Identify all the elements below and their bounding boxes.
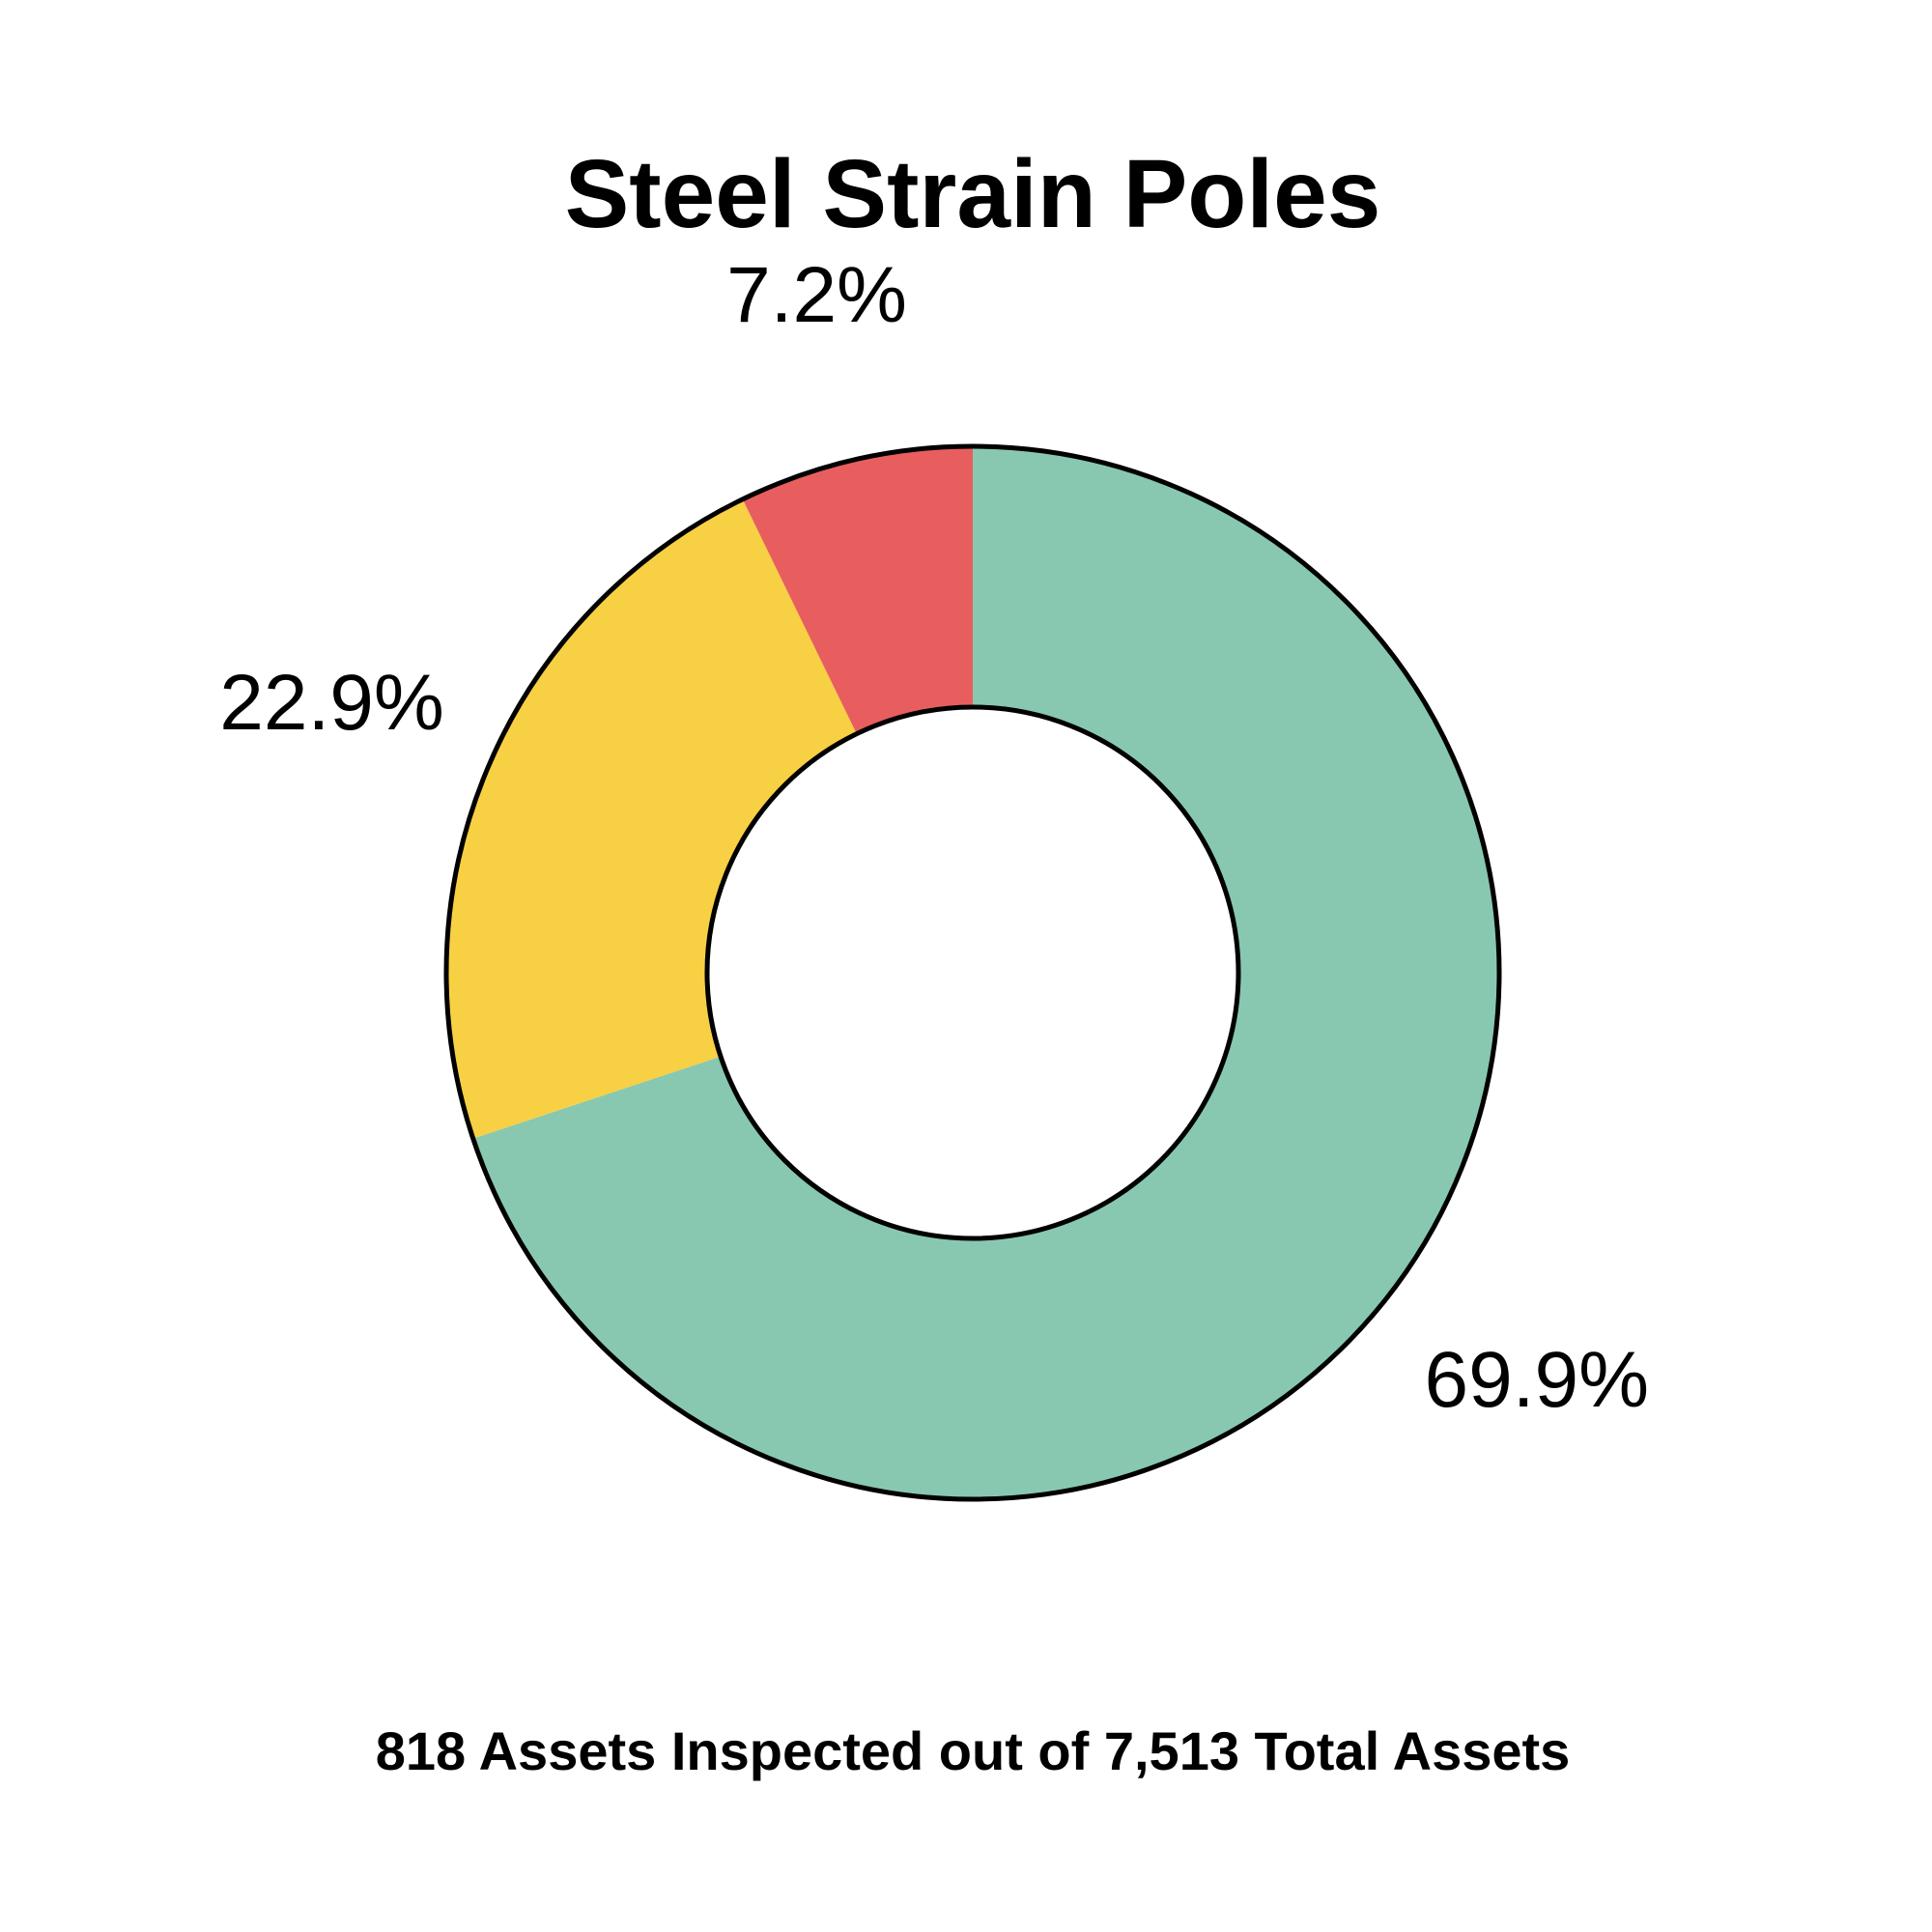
donut-slice-1 <box>446 498 857 1139</box>
chart-title: Steel Strain Poles <box>565 140 1381 248</box>
slice-label-0: 69.9% <box>1425 1336 1650 1424</box>
donut-inner-outline <box>704 704 1241 1241</box>
donut-slice-0 <box>472 446 1500 1500</box>
slice-label-1: 22.9% <box>219 659 444 747</box>
slice-label-2: 7.2% <box>726 251 907 339</box>
assets-footnote: 818 Assets Inspected out of 7,513 Total … <box>376 1720 1571 1781</box>
slice-labels: 69.9% 22.9% 7.2% <box>219 251 1649 1424</box>
donut-outer-outline <box>443 443 1502 1502</box>
donut-slices <box>443 443 1502 1502</box>
donut-slice-2 <box>742 446 973 734</box>
